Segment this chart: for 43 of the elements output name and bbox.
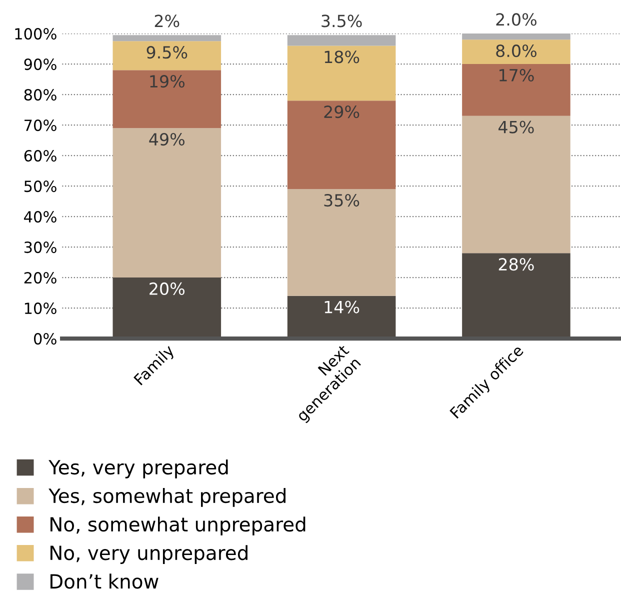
bar: [462, 64, 570, 116]
data-label: 28%: [498, 258, 534, 271]
y-tick-label: 70%: [24, 120, 56, 132]
bar: [112, 41, 222, 70]
legend-label: No, somewhat unprepared: [50, 516, 306, 536]
bar: [287, 46, 396, 101]
y-tick-label: 60%: [24, 150, 56, 162]
bar: [287, 189, 396, 296]
legend-label: No, very unprepared: [50, 545, 248, 564]
y-tick-label: 10%: [24, 302, 56, 314]
y-tick-label: 90%: [24, 58, 56, 70]
bar: [112, 128, 222, 278]
bar: [462, 34, 570, 40]
legend-label: Yes, somewhat prepared: [48, 488, 286, 507]
bar: [287, 100, 396, 190]
y-tick-label: 50%: [24, 180, 56, 192]
y-tick-label: 20%: [24, 272, 56, 284]
data-label: 19%: [150, 75, 184, 88]
data-label: 20%: [150, 282, 184, 296]
y-tick-label: 0%: [34, 333, 56, 345]
y-tick-label: 80%: [24, 89, 56, 101]
bar: [112, 70, 222, 128]
data-label: 18%: [324, 50, 360, 64]
y-tick-label: 40%: [24, 211, 56, 223]
legend-label: Yes, very prepared: [48, 460, 228, 478]
bar: [287, 35, 396, 46]
bar: [462, 40, 570, 64]
data-label: 9.5%: [146, 46, 188, 59]
data-label: 14%: [324, 300, 360, 314]
data-label: 8.0%: [496, 44, 536, 58]
data-label: 29%: [324, 106, 360, 118]
legend-label: Don’t know: [50, 574, 158, 589]
bar: [112, 35, 222, 42]
data-label: 35%: [324, 194, 360, 207]
data-label: 49%: [149, 132, 184, 146]
data-label: 2.0%: [496, 13, 536, 26]
bar: [462, 116, 570, 254]
data-label: 3.5%: [322, 14, 362, 28]
data-label: 45%: [498, 120, 534, 134]
data-label: 17%: [500, 68, 534, 82]
y-tick-label: 100%: [15, 28, 56, 40]
y-tick-label: 30%: [24, 242, 56, 254]
data-label: 2%: [154, 14, 180, 28]
